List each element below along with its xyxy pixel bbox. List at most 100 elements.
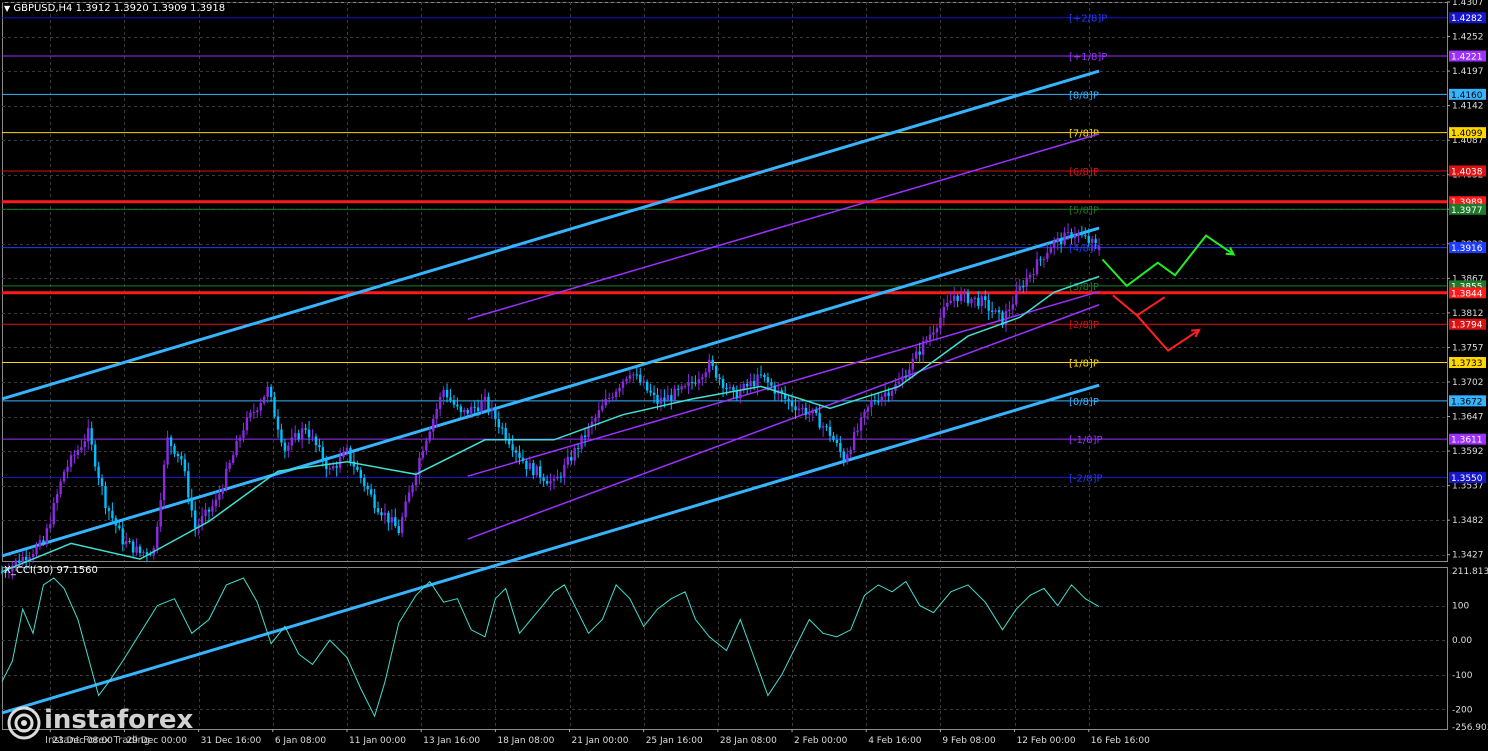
candle-body: [187, 471, 190, 498]
candle-body: [963, 292, 966, 294]
level-price-label: 1.3794: [1451, 321, 1483, 331]
candle-body: [718, 377, 721, 380]
candle-body: [342, 451, 345, 458]
candles: [0, 223, 1101, 580]
candle-body: [290, 437, 293, 446]
level-price-label: 1.3550: [1451, 474, 1483, 484]
level-label: [-2/8]P: [1069, 473, 1103, 484]
level-price-box: [1449, 242, 1486, 254]
candle-body: [428, 431, 431, 441]
candle-body: [601, 405, 604, 411]
candle-body: [311, 436, 314, 438]
time-tick-label: 2 Feb 00:00: [794, 736, 848, 746]
candle-body: [28, 557, 31, 561]
candle-body: [235, 440, 238, 456]
level-price-label: 1.3611: [1451, 436, 1483, 446]
candle-body: [946, 302, 949, 307]
candle-body: [666, 395, 670, 401]
candle-body: [21, 556, 24, 563]
candle-body: [977, 297, 980, 306]
price-tick-label: 1.3592: [1452, 447, 1484, 457]
candle-body: [321, 447, 325, 461]
candle-body: [714, 365, 718, 378]
candle-body: [980, 296, 983, 306]
level-price-label: 1.3977: [1451, 206, 1483, 216]
candle-body: [266, 386, 269, 397]
candle-body: [211, 506, 214, 512]
candle-body: [1001, 312, 1004, 325]
candle-body: [156, 526, 159, 549]
price-tick-label: 1.3647: [1452, 413, 1484, 423]
candle-body: [35, 546, 38, 554]
candle-body: [363, 477, 366, 486]
candle-body: [1094, 239, 1097, 243]
candle-body: [597, 410, 601, 418]
candle-body: [608, 397, 611, 399]
level-label: [7/8]P: [1069, 129, 1099, 140]
candle-body: [576, 448, 580, 450]
candle-body: [1042, 258, 1046, 260]
candle-body: [915, 351, 918, 359]
candle-body: [487, 396, 490, 411]
candle-body: [90, 428, 93, 445]
candle-body: [1018, 286, 1021, 291]
candle-body: [1049, 247, 1052, 253]
candle-body: [821, 426, 825, 428]
level-price-label: 1.3989: [1451, 198, 1483, 208]
symbol-text: GBPUSD,H4 1.3912 1.3920 1.3909 1.3918: [13, 3, 226, 14]
candle-body: [66, 466, 69, 472]
candle-body: [131, 541, 135, 553]
candle-body: [652, 392, 656, 395]
time-tick-label: 25 Jan 16:00: [646, 736, 703, 746]
candle-body: [1025, 277, 1028, 287]
candle-body: [742, 383, 745, 391]
candle-body: [507, 439, 511, 445]
candle-body: [939, 317, 942, 329]
candle-body: [1070, 232, 1073, 239]
candle-body: [218, 493, 221, 500]
candle-body: [687, 382, 690, 387]
candle-body: [532, 463, 535, 476]
candle-body: [318, 445, 321, 448]
candle-body: [1097, 246, 1101, 251]
candle-body: [835, 439, 839, 444]
level-price-box: [1449, 318, 1486, 330]
candle-body: [470, 406, 473, 414]
candle-body: [708, 359, 711, 373]
candle-body: [552, 478, 556, 481]
price-tick-label: 1.3482: [1452, 516, 1484, 526]
candle-body: [269, 386, 273, 397]
channel-line-upper: [1, 69, 1100, 401]
candle-body: [87, 428, 90, 442]
candle-body: [97, 466, 100, 479]
candle-body: [511, 444, 514, 451]
candle-body: [746, 383, 749, 387]
candle-body: [618, 387, 621, 392]
candle-body: [473, 406, 476, 408]
candle-body: [770, 382, 773, 386]
candle-body: [249, 412, 252, 418]
price-tick-label: 1.3427: [1452, 551, 1484, 561]
candle-body: [273, 396, 276, 417]
level-price-label: 1.4221: [1451, 53, 1483, 63]
time-tick-label: 16 Feb 16:00: [1091, 736, 1150, 746]
candle-body: [200, 516, 204, 525]
candle-body: [1015, 290, 1018, 305]
level-label: [5/8]P: [1069, 205, 1099, 216]
candle-body: [604, 398, 607, 406]
level-label: [-1/8]P: [1069, 435, 1103, 446]
candle-body: [1004, 311, 1008, 325]
channel-line-lower: [1, 383, 1100, 715]
candle-body: [425, 440, 428, 451]
level-price-box: [1449, 127, 1486, 139]
candle-body: [908, 369, 911, 378]
time-tick-label: 4 Feb 16:00: [868, 736, 922, 746]
candle-body: [390, 517, 394, 523]
level-price-label: 1.3844: [1451, 289, 1483, 299]
candle-body: [401, 517, 404, 534]
candle-body: [38, 540, 42, 547]
candle-body: [159, 500, 162, 527]
candle-body: [670, 395, 673, 401]
candle-body: [73, 455, 76, 457]
